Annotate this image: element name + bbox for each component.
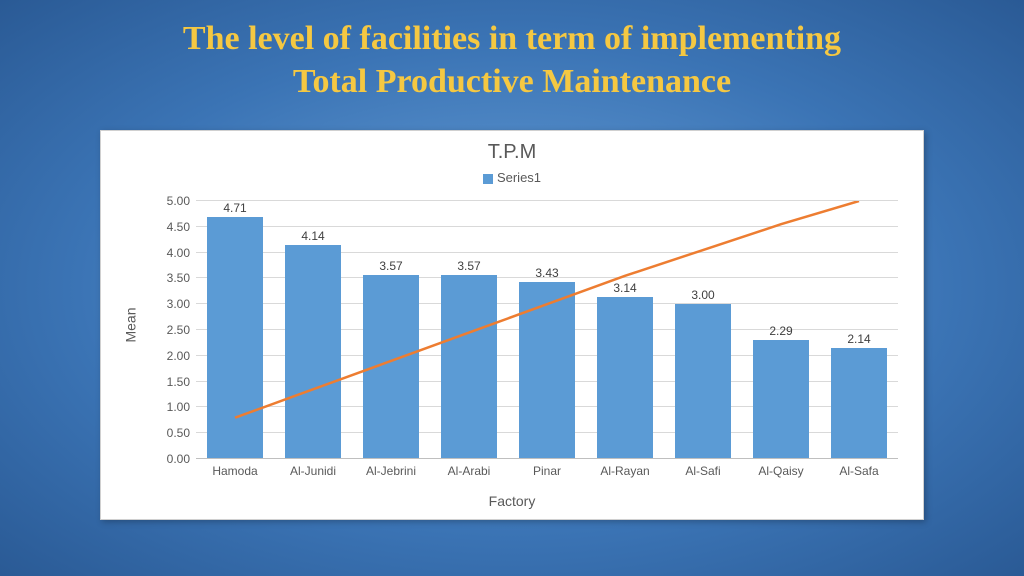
bar-rect — [675, 304, 731, 458]
x-tick-label: Pinar — [533, 464, 561, 478]
x-tick-label: Hamoda — [212, 464, 257, 478]
y-tick-label: 2.50 — [167, 323, 190, 337]
bar-slot: 3.00Al-Safi — [664, 201, 742, 458]
chart-title: T.P.M — [101, 131, 923, 164]
bars-container: 4.71Hamoda4.14Al-Junidi3.57Al-Jebrini3.5… — [196, 201, 898, 459]
bar-value-label: 4.14 — [301, 229, 324, 243]
y-tick-label: 0.00 — [167, 452, 190, 466]
bar-slot: 3.14Al-Rayan — [586, 201, 664, 458]
bar-value-label: 4.71 — [223, 201, 246, 215]
x-tick-label: Al-Safi — [685, 464, 720, 478]
y-tick-label: 4.50 — [167, 220, 190, 234]
bar-slot: 2.14Al-Safa — [820, 201, 898, 458]
x-tick-label: Al-Safa — [839, 464, 878, 478]
bar-slot: 3.57Al-Arabi — [430, 201, 508, 458]
bar-slot: 4.71Hamoda — [196, 201, 274, 458]
y-tick-label: 5.00 — [167, 194, 190, 208]
plot-wrap: 0.000.501.001.502.002.503.003.504.004.50… — [141, 201, 898, 459]
bar-slot: 3.57Al-Jebrini — [352, 201, 430, 458]
bar-value-label: 3.57 — [457, 259, 480, 273]
bar-value-label: 2.29 — [769, 324, 792, 338]
y-tick-label: 4.00 — [167, 246, 190, 260]
bar-value-label: 2.14 — [847, 332, 870, 346]
x-tick-label: Al-Rayan — [600, 464, 649, 478]
legend-swatch-icon — [483, 174, 493, 184]
slide-title-line2: Total Productive Maintenance — [293, 63, 731, 100]
y-axis-label: Mean — [123, 307, 139, 342]
chart-card: T.P.M Series1 Mean Factory 0.000.501.001… — [100, 130, 924, 520]
slide-title-line1: The level of facilities in term of imple… — [183, 20, 841, 57]
x-tick-label: Al-Qaisy — [758, 464, 803, 478]
legend-label: Series1 — [497, 170, 541, 185]
bar-rect — [753, 340, 809, 458]
bar-value-label: 3.43 — [535, 266, 558, 280]
bar-slot: 3.43Pinar — [508, 201, 586, 458]
x-tick-label: Al-Jebrini — [366, 464, 416, 478]
bar-value-label: 3.57 — [379, 259, 402, 273]
bar-slot: 4.14Al-Junidi — [274, 201, 352, 458]
bar-rect — [519, 282, 575, 458]
bar-rect — [831, 348, 887, 458]
x-tick-label: Al-Junidi — [290, 464, 336, 478]
y-tick-label: 2.00 — [167, 349, 190, 363]
bar-rect — [285, 245, 341, 458]
plot-area: 0.000.501.001.502.002.503.003.504.004.50… — [196, 201, 898, 459]
bar-rect — [207, 217, 263, 458]
slide-title: The level of facilities in term of imple… — [0, 0, 1024, 103]
bar-rect — [441, 275, 497, 458]
y-tick-label: 3.00 — [167, 297, 190, 311]
bar-rect — [363, 275, 419, 458]
x-axis-label: Factory — [489, 493, 536, 509]
x-tick-label: Al-Arabi — [448, 464, 491, 478]
y-tick-label: 0.50 — [167, 426, 190, 440]
chart-legend: Series1 — [101, 170, 923, 185]
y-tick-label: 1.00 — [167, 400, 190, 414]
bar-rect — [597, 297, 653, 458]
bar-value-label: 3.00 — [691, 288, 714, 302]
y-tick-label: 3.50 — [167, 271, 190, 285]
bar-slot: 2.29Al-Qaisy — [742, 201, 820, 458]
y-tick-label: 1.50 — [167, 375, 190, 389]
bar-value-label: 3.14 — [613, 281, 636, 295]
